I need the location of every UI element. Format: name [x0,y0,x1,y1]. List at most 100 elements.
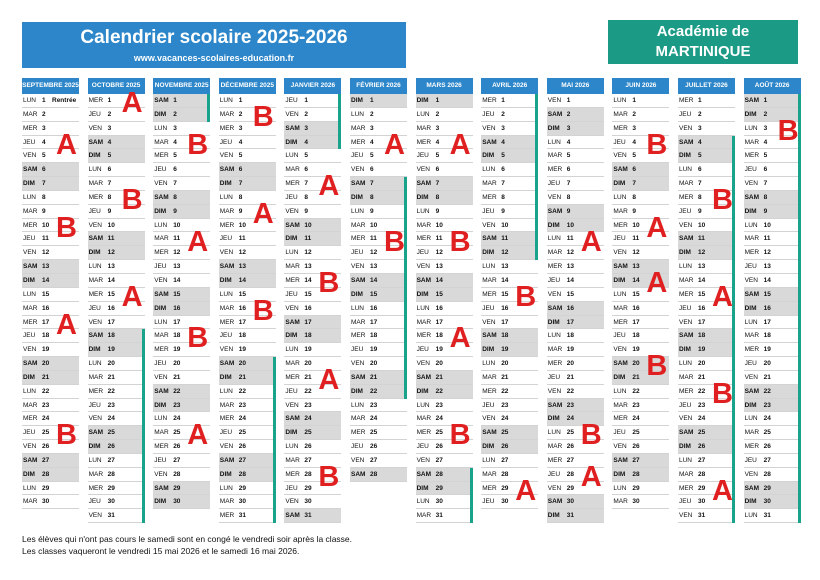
holiday-bar [797,94,801,524]
weekday-label: MAR [285,263,300,271]
day-number: 26 [304,443,312,451]
weekday-label: LUN [613,484,627,492]
day-number: 25 [304,429,312,437]
day-number: 2 [698,110,702,118]
day-row: DIM 21 [612,370,670,385]
month-column: OCTOBRE 2025 MER 1 JEU 2 VEN 3 SAM 4 DIM 5 LUN 6 MAR 7… [87,78,145,524]
weekday-label: MER [154,443,169,451]
day-number: 9 [566,207,571,215]
day-number: 6 [238,166,243,174]
weekday-label: VEN [613,249,627,257]
day-row: VEN 9 [284,205,342,219]
day-row: VEN 12 [22,246,79,261]
day-row: MAR 4 [743,136,801,150]
day-number: 28 [173,470,181,478]
day-number: 7 [304,180,309,188]
day-row: MER 19 [153,343,211,358]
day-row: SAM 21 [350,370,407,385]
holiday-bar [338,94,342,150]
day-number: 26 [107,443,115,451]
day-number: 22 [304,387,312,395]
weekday-label: VEN [744,276,758,284]
day-row: VEN 26 [22,440,79,454]
day-number: 10 [566,221,575,229]
weekday-label: SAM [88,235,104,243]
day-row: LUN 18 [546,329,604,344]
weekday-label: MER [482,97,497,104]
day-number: 28 [698,470,706,478]
day-number: 22 [632,387,640,395]
weekday-label: LUN [547,235,561,243]
day-number: 30 [632,498,640,506]
day-number: 23 [42,401,50,409]
day-number: 17 [238,318,247,326]
day-number: 6 [435,166,440,174]
day-row: JEU 4 [22,136,79,150]
day-list: SAM 1 DIM 2 LUN 3 MAR 4 MER 5 JEU 6 VEN 7 SAM 8 DIM 9 LUN 1… [743,94,801,524]
day-row: VEN 5 [218,149,276,164]
day-row: DIM 12 [678,246,735,261]
day-row: DIM 1 [350,94,407,108]
weekday-label: DIM [219,276,232,284]
weekday-label: JEU [351,152,364,160]
day-row: MER 13 [546,260,604,274]
day-row: MAR 24 [350,412,407,427]
day-number: 15 [370,290,378,298]
weekday-label: MAR [23,401,38,409]
day-row: LUN 22 [612,385,670,399]
weekday-label: MAR [416,415,432,423]
day-number: 29 [435,484,443,492]
weekday-label: DIM [613,180,626,188]
day-number: 23 [501,401,509,409]
zone-letter-b: B [318,460,340,493]
day-row: DIM 30 [153,495,211,510]
day-number: 13 [42,263,50,271]
weekday-label: JEU [351,443,364,451]
day-number: 15 [632,290,640,298]
weekday-label: SAM [351,470,366,478]
zone-letter-b: B [777,114,799,147]
day-row: LUN 1 [218,94,276,108]
day-row: MER 4 [415,136,473,150]
day-row: JEU 1 [284,94,342,108]
zone-letter-a: A [580,460,602,493]
day-number: 27 [42,456,50,464]
day-number: 8 [501,193,505,201]
day-row: SAM 13 [22,260,79,274]
day-number: 13 [501,263,509,271]
weekday-label: MER [679,97,694,104]
day-number: 4 [370,138,374,146]
day-row: DIM 1 [415,94,473,108]
day-row: MAR 7 [87,177,145,191]
day-number: 2 [173,110,177,118]
day-number: 8 [566,193,571,201]
day-number: 13 [698,263,706,271]
day-number: 6 [501,166,505,174]
weekday-label: LUN [154,318,168,326]
day-row: SAM 6 [218,163,276,178]
day-number: 1 [566,97,571,104]
weekday-label: MER [547,456,563,464]
weekday-label: SAM [744,290,760,298]
day-row: JEU 5 [350,149,407,164]
day-number: 3 [107,124,112,132]
weekday-label: MAR [23,110,38,118]
day-row: JEU 11 [22,232,79,247]
day-row: LUN 22 [22,385,79,399]
day-number: 26 [42,443,50,451]
day-row: VEN 3 [87,122,145,136]
weekday-label: DIM [285,332,298,340]
day-row: JEU 28 [546,468,604,482]
weekday-label: MAR [351,124,366,132]
weekday-label: MAR [219,304,235,312]
day-row: JEU 26 [415,440,473,454]
day-row: JEU 5 [415,149,473,164]
weekday-label: MAR [482,470,497,478]
day-row: LUN 11 [546,232,604,247]
day-number: 10 [698,221,706,229]
weekday-label: LUN [482,166,496,174]
weekday-label: VEN [285,304,299,312]
weekday-label: LUN [679,263,693,271]
weekday-label: MAR [416,124,432,132]
day-row: VEN 3 [481,122,539,136]
